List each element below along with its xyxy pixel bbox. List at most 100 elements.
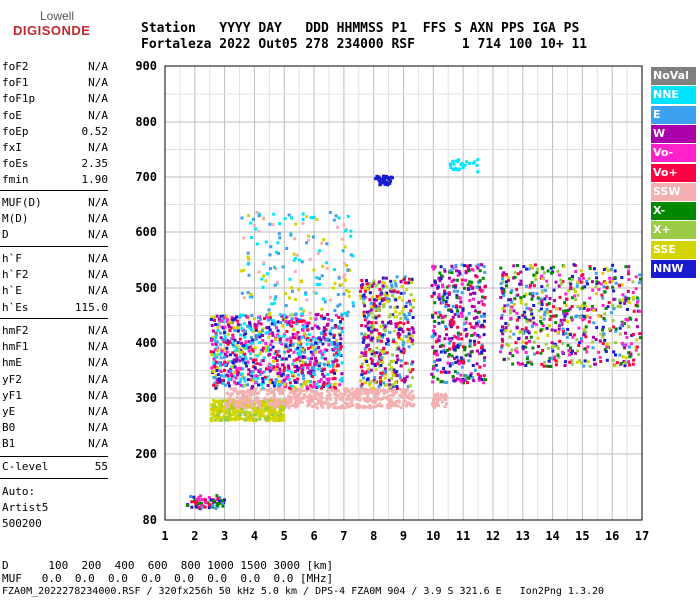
data-point: [513, 271, 517, 275]
data-point: [405, 375, 409, 379]
data-point: [532, 304, 536, 307]
data-point: [375, 351, 379, 355]
data-point: [519, 282, 523, 286]
data-point: [452, 289, 456, 293]
data-point: [373, 328, 377, 332]
data-point: [548, 297, 552, 300]
data-point: [456, 160, 460, 163]
data-point: [195, 499, 199, 503]
data-point: [347, 405, 351, 409]
data-point: [627, 351, 631, 355]
x-tick-label: 16: [605, 529, 619, 543]
data-point: [580, 305, 584, 309]
data-point: [330, 341, 334, 344]
data-point: [216, 373, 220, 377]
data-point: [387, 315, 391, 319]
data-point: [333, 345, 337, 349]
data-point: [547, 359, 551, 363]
data-point: [463, 346, 467, 350]
data-point: [525, 357, 529, 361]
data-point: [221, 381, 225, 385]
data-point: [344, 229, 347, 233]
data-point: [597, 287, 601, 291]
data-point: [628, 345, 631, 349]
data-point: [447, 276, 451, 280]
data-point: [255, 406, 259, 410]
data-point: [296, 387, 300, 391]
data-point: [328, 329, 332, 333]
data-point: [272, 319, 276, 323]
data-point: [628, 355, 632, 359]
data-point: [373, 387, 377, 391]
data-point: [299, 345, 303, 349]
data-point: [570, 305, 574, 308]
data-point: [580, 339, 584, 343]
data-point: [624, 317, 628, 321]
data-point: [553, 342, 557, 346]
data-point: [221, 317, 224, 321]
data-point: [599, 314, 603, 318]
data-point: [319, 349, 323, 353]
data-point: [397, 296, 401, 300]
param-name: D: [2, 228, 9, 241]
data-point: [508, 311, 512, 315]
data-point: [443, 350, 447, 354]
data-point: [270, 339, 274, 343]
data-point: [363, 371, 366, 375]
data-point: [267, 402, 271, 406]
data-point: [435, 340, 438, 344]
data-point: [399, 349, 403, 353]
data-point: [378, 332, 382, 336]
data-point: [215, 399, 219, 403]
data-point: [254, 328, 258, 332]
data-point: [449, 163, 453, 167]
data-point: [304, 321, 308, 325]
data-point: [299, 397, 303, 400]
data-point: [391, 313, 395, 317]
c-level-label: C-level: [2, 460, 49, 473]
data-point: [261, 377, 265, 381]
data-point: [439, 274, 443, 278]
data-point: [618, 353, 622, 357]
data-point: [257, 414, 261, 418]
data-point: [481, 348, 485, 352]
data-point: [569, 282, 573, 286]
data-point: [293, 270, 297, 274]
data-point: [387, 388, 391, 392]
data-point: [379, 363, 383, 367]
data-point: [385, 351, 389, 355]
data-point: [480, 263, 484, 267]
data-point: [602, 332, 606, 336]
data-point: [562, 332, 566, 336]
data-point: [529, 360, 533, 364]
data-point: [454, 264, 458, 267]
data-point: [276, 320, 280, 324]
x-tick-label: 17: [635, 529, 649, 543]
data-point: [481, 276, 485, 280]
data-point: [211, 369, 215, 373]
data-point: [223, 383, 227, 387]
data-point: [316, 399, 320, 403]
data-point: [326, 389, 330, 393]
data-point: [452, 379, 456, 383]
data-point: [226, 418, 230, 422]
data-point: [306, 366, 310, 370]
data-point: [381, 280, 385, 284]
data-point: [389, 399, 393, 403]
data-point: [461, 358, 465, 362]
data-point: [232, 417, 236, 421]
data-point: [269, 317, 273, 321]
data-point: [460, 380, 464, 384]
data-point: [430, 284, 434, 287]
data-point: [333, 268, 336, 272]
data-point: [313, 384, 317, 388]
data-point: [296, 346, 300, 350]
data-point: [368, 348, 372, 352]
data-point: [231, 333, 235, 337]
data-point: [337, 276, 341, 280]
data-point: [261, 329, 264, 333]
data-point: [631, 362, 635, 366]
data-point: [397, 328, 401, 332]
data-point: [326, 402, 330, 406]
y-tick-label: 400: [135, 336, 157, 350]
